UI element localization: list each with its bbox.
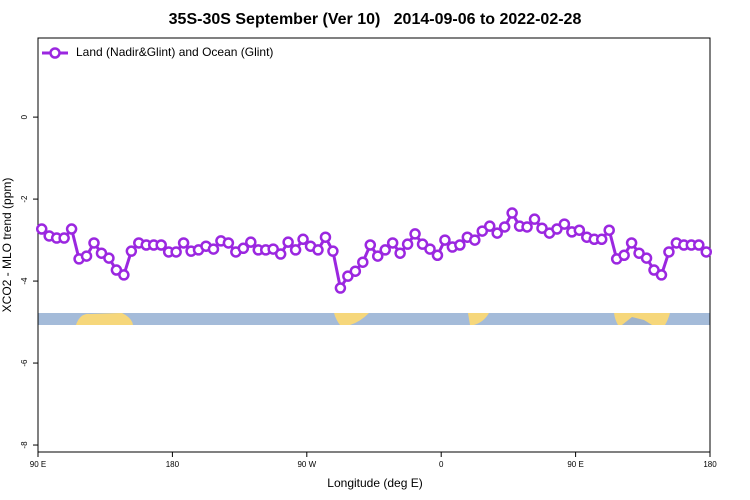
point xyxy=(88,237,100,249)
y-tick-label: -6 xyxy=(20,359,29,367)
point xyxy=(297,233,309,246)
point xyxy=(155,239,167,251)
y-axis-label: XCO2 - MLO trend (ppm) xyxy=(0,178,14,313)
y-tick-label: 0 xyxy=(20,114,29,119)
point xyxy=(65,223,78,235)
point xyxy=(357,256,369,268)
x-tick-label: 90 W xyxy=(297,460,316,469)
series-line xyxy=(40,209,708,293)
chart-title: 35S-30S September (Ver 10) 2014-09-06 to… xyxy=(169,11,582,28)
point xyxy=(483,220,496,232)
point xyxy=(312,244,324,256)
plot-frame xyxy=(37,37,711,453)
y-tick-label: -2 xyxy=(20,195,29,203)
point xyxy=(640,252,653,264)
point xyxy=(349,265,362,277)
legend: Land (Nadir&Glint) and Ocean (Glint) xyxy=(42,45,273,59)
x-tick-label: 180 xyxy=(703,460,717,469)
x-tick-label: 90 E xyxy=(567,460,583,469)
point xyxy=(663,246,675,258)
point xyxy=(237,242,250,255)
point xyxy=(334,282,347,294)
point xyxy=(528,213,541,225)
x-axis-label: Longitude (deg E) xyxy=(327,476,422,490)
land-shade xyxy=(622,317,652,325)
point xyxy=(35,223,48,235)
point xyxy=(573,224,586,236)
map-strip xyxy=(38,313,710,325)
x-tick-label: 180 xyxy=(166,460,180,469)
point xyxy=(558,218,571,230)
point xyxy=(80,250,93,262)
point xyxy=(424,243,436,255)
legend-label: Land (Nadir&Glint) and Ocean (Glint) xyxy=(76,45,273,59)
point xyxy=(618,249,630,261)
point xyxy=(170,246,182,258)
y-tick-label: -8 xyxy=(20,441,29,449)
point xyxy=(439,234,451,246)
point xyxy=(319,231,332,243)
point xyxy=(118,269,130,281)
point xyxy=(364,239,377,251)
point xyxy=(58,232,70,244)
land xyxy=(76,313,133,325)
point xyxy=(289,244,302,256)
point xyxy=(693,239,705,251)
point xyxy=(491,227,503,239)
point xyxy=(595,233,608,246)
point xyxy=(454,239,466,251)
point xyxy=(409,228,421,240)
point xyxy=(401,238,414,250)
ocean xyxy=(38,313,710,325)
x-tick-label: 0 xyxy=(439,460,444,469)
y-tick-label: -4 xyxy=(20,277,29,285)
point xyxy=(498,221,511,233)
point xyxy=(177,237,190,249)
land xyxy=(468,313,489,325)
x-tick-label: 90 E xyxy=(30,460,46,469)
point xyxy=(282,236,294,248)
point xyxy=(379,244,391,256)
point xyxy=(274,248,287,260)
point xyxy=(431,249,444,261)
point xyxy=(125,245,138,257)
point xyxy=(603,224,615,236)
point xyxy=(625,237,638,249)
point xyxy=(394,247,406,259)
point xyxy=(655,269,668,281)
legend-marker xyxy=(49,47,61,59)
point xyxy=(386,237,399,249)
point xyxy=(521,221,533,233)
point xyxy=(245,236,257,248)
point xyxy=(103,252,115,264)
point xyxy=(371,250,384,262)
point xyxy=(327,245,339,257)
point xyxy=(207,243,220,255)
point xyxy=(700,246,713,258)
land xyxy=(334,313,369,325)
point xyxy=(469,234,481,246)
point xyxy=(222,237,235,249)
point xyxy=(506,207,518,219)
